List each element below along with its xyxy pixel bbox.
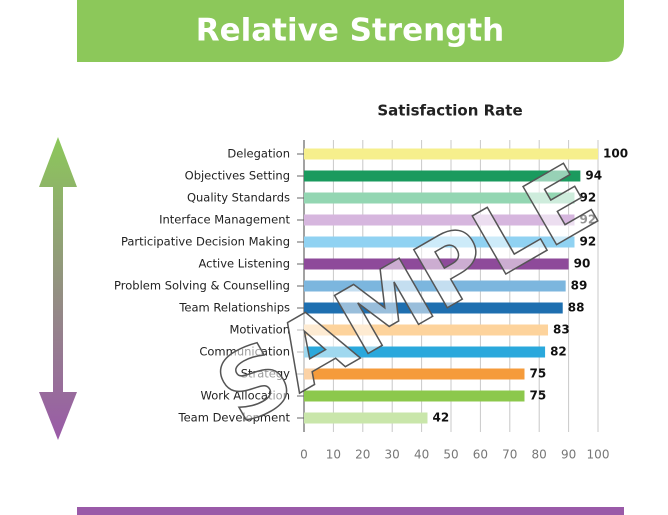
y-tick-label: Team Development <box>178 411 291 425</box>
y-tick-label: Communication <box>199 345 290 359</box>
y-tick-label: Work Allocation <box>201 389 290 403</box>
bar <box>304 412 428 424</box>
x-tick-label: 20 <box>355 448 370 462</box>
value-label: 75 <box>530 389 547 403</box>
scale-arrow <box>39 137 77 440</box>
x-tick-label: 30 <box>385 448 400 462</box>
header-banner <box>77 0 624 62</box>
x-tick-label: 70 <box>502 448 517 462</box>
x-tick-label: 80 <box>532 448 547 462</box>
bar <box>304 346 546 358</box>
bar <box>304 192 575 204</box>
x-tick-label: 100 <box>587 448 610 462</box>
y-tick-label: Strategy <box>241 367 290 381</box>
bar <box>304 324 549 336</box>
x-tick-label: 10 <box>326 448 341 462</box>
y-tick-label: Problem Solving & Counselling <box>114 279 290 293</box>
value-label: 89 <box>571 279 588 293</box>
bar <box>304 368 525 380</box>
value-label: 92 <box>579 191 596 205</box>
value-label: 90 <box>574 257 591 271</box>
x-tick-label: 40 <box>414 448 429 462</box>
y-tick-label: Participative Decision Making <box>121 235 290 249</box>
value-label: 94 <box>585 169 602 183</box>
bar <box>304 302 563 314</box>
y-tick-label: Team Relationships <box>178 301 290 315</box>
value-label: 82 <box>550 345 567 359</box>
y-tick-label: Motivation <box>229 323 290 337</box>
value-label: 92 <box>579 235 596 249</box>
bar <box>304 148 598 160</box>
bar <box>304 280 566 292</box>
value-label: 75 <box>530 367 547 381</box>
plot: 0 10 20 30 40 50 60 70 80 90 100 Delegation 100 Objec… <box>114 140 628 462</box>
bar <box>304 170 581 182</box>
y-tick-label: Objectives Setting <box>185 169 290 183</box>
value-label: 92 <box>579 213 596 227</box>
value-label: 88 <box>568 301 585 315</box>
value-label: 100 <box>603 147 628 161</box>
x-tick-label: 0 <box>300 448 308 462</box>
y-tick-label: Active Listening <box>199 257 290 271</box>
bar <box>304 236 575 248</box>
bar <box>304 258 569 270</box>
y-tick-label: Delegation <box>227 147 290 161</box>
chart-title: Satisfaction Rate <box>377 102 522 120</box>
value-label: 83 <box>553 323 570 337</box>
value-label: 42 <box>432 411 449 425</box>
footer-bar <box>77 507 624 515</box>
bar <box>304 214 575 226</box>
y-tick-label: Quality Standards <box>187 191 290 205</box>
x-tick-label: 50 <box>443 448 458 462</box>
x-tick-label: 60 <box>473 448 488 462</box>
header-title: Relative Strength <box>196 13 505 49</box>
y-tick-label: Interface Management <box>159 213 290 227</box>
x-tick-label: 90 <box>561 448 576 462</box>
bar <box>304 390 525 402</box>
